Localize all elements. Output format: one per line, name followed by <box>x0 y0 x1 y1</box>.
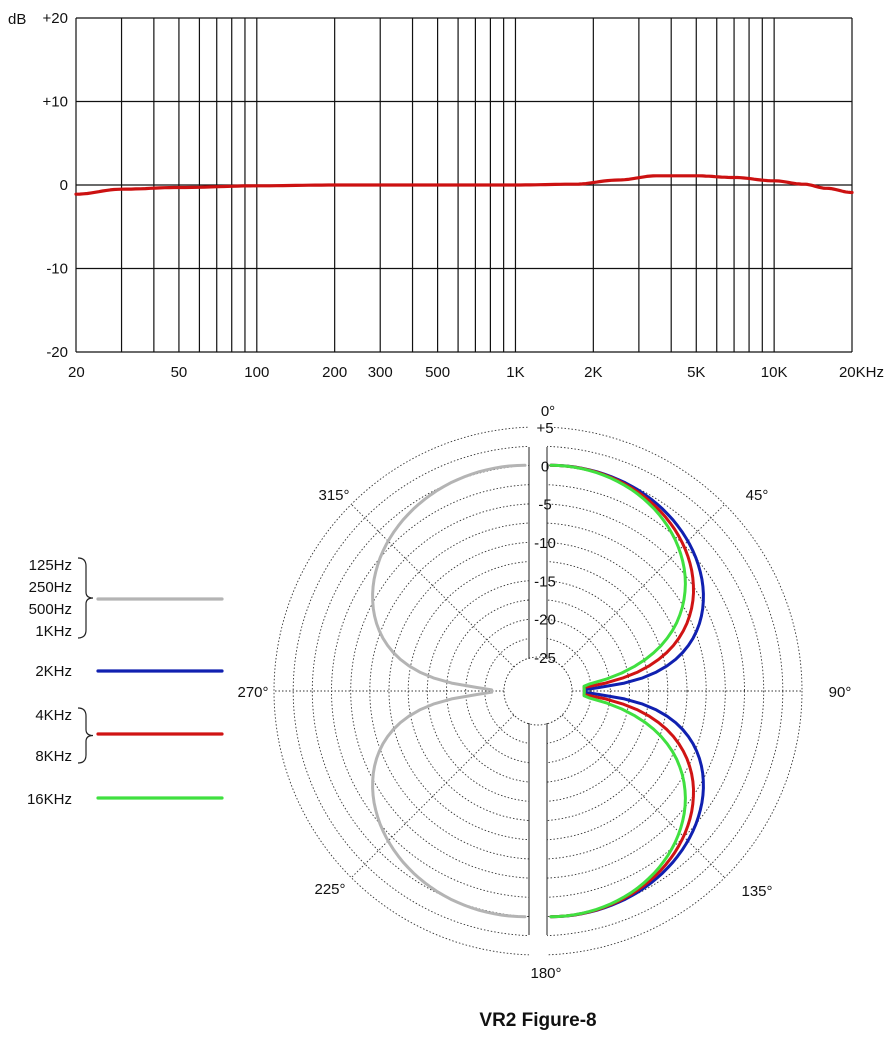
legend-brace-0 <box>77 557 94 639</box>
fr-y-tick-1: +10 <box>43 94 68 111</box>
fr-y-tick-3: -10 <box>46 261 68 278</box>
legend-label-0-3: 1KHz <box>35 623 72 640</box>
legend-label-0-1: 250Hz <box>29 579 72 596</box>
fr-x-tick-labels: 20 50 100 200 300 500 1K 2K 5K 10K 20KHz <box>68 364 884 381</box>
polar-angle-label-225: 225° <box>314 881 345 898</box>
polar-inner-ring <box>503 656 573 726</box>
polar-center-disc <box>504 657 572 725</box>
fr-y-tick-0: +20 <box>43 10 68 27</box>
polar-angle-label-270: 270° <box>237 684 268 701</box>
fr-x-tick-5: 500 <box>425 364 450 381</box>
polar-radial-tick-4: -15 <box>534 573 556 590</box>
legend-brace-2 <box>77 707 94 764</box>
polar-radial-tick-labels: +5 0 -5 -10 -15 -20 -25 <box>534 420 556 667</box>
fr-x-tick-9: 10K <box>761 364 788 381</box>
polar-ring-8 <box>426 579 650 803</box>
legend-label-0-0: 125Hz <box>29 557 72 574</box>
frequency-response-chart: +20+100-10-20 20 50 100 200 300 500 1K 2K 5K 10K 2… <box>8 10 884 381</box>
fr-x-tick-6: 1K <box>506 364 524 381</box>
legend-label-2-1: 8KHz <box>35 748 72 765</box>
polar-radial-tick-2: -5 <box>538 497 551 514</box>
polar-angle-label-315: 315° <box>318 487 349 504</box>
fr-x-tick-7: 2K <box>584 364 602 381</box>
fr-y-tick-labels: +20 +10 0 -10 -20 <box>43 10 68 361</box>
polar-pattern-chart: +5 0 -5 -10 -15 -20 -25 0° 45° 90° 135° 180° 225° 27… <box>27 403 851 1031</box>
fr-x-tick-1: 50 <box>171 364 188 381</box>
fr-y-tick-4: -20 <box>46 344 68 361</box>
fr-series <box>74 174 854 196</box>
polar-grid <box>273 425 803 957</box>
polar-chart-title: VR2 Figure-8 <box>479 1010 596 1031</box>
fr-series-line-0 <box>74 174 854 196</box>
polar-angle-label-90: 90° <box>829 684 852 701</box>
fr-x-tick-4: 300 <box>368 364 393 381</box>
polar-angle-label-135: 135° <box>741 883 772 900</box>
legend-label-0-2: 500Hz <box>29 601 72 618</box>
fr-x-tick-8: 5K <box>687 364 705 381</box>
legend-label-1-0: 2KHz <box>35 663 72 680</box>
polar-angle-labels: 0° 45° 90° 135° 180° 225° 270° 315° <box>237 403 851 982</box>
polar-ring-6 <box>388 541 688 841</box>
polar-angle-label-180: 180° <box>530 965 561 982</box>
polar-radial-tick-5: -20 <box>534 612 556 629</box>
polar-series-line-3 <box>549 463 687 919</box>
polar-radial-tick-6: -25 <box>534 650 556 667</box>
polar-radial-tick-0: +5 <box>536 420 553 437</box>
polar-spoke-0 <box>561 504 725 668</box>
fr-y-axis-label: dB <box>8 11 26 28</box>
polar-series-line-0 <box>371 463 527 919</box>
polar-ring-11 <box>484 637 592 745</box>
fr-x-tick-0: 20 <box>68 364 85 381</box>
polar-series <box>371 463 705 919</box>
legend-label-3-0: 16KHz <box>27 791 72 808</box>
legend-label-2-0: 4KHz <box>35 707 72 724</box>
polar-angle-label-45: 45° <box>746 487 769 504</box>
polar-radial-tick-3: -10 <box>534 535 556 552</box>
fr-x-tick-3: 200 <box>322 364 347 381</box>
polar-radial-tick-1: 0 <box>541 458 549 475</box>
polar-angle-label-0: 0° <box>541 403 555 420</box>
fr-x-tick-10: 20KHz <box>839 364 884 381</box>
fr-x-tick-2: 100 <box>244 364 269 381</box>
fr-y-tick-2: 0 <box>60 177 68 194</box>
polar-legend: 125Hz 250Hz 500Hz 1KHz 2KHz 4KHz 8KHz 16KHz <box>27 557 224 808</box>
